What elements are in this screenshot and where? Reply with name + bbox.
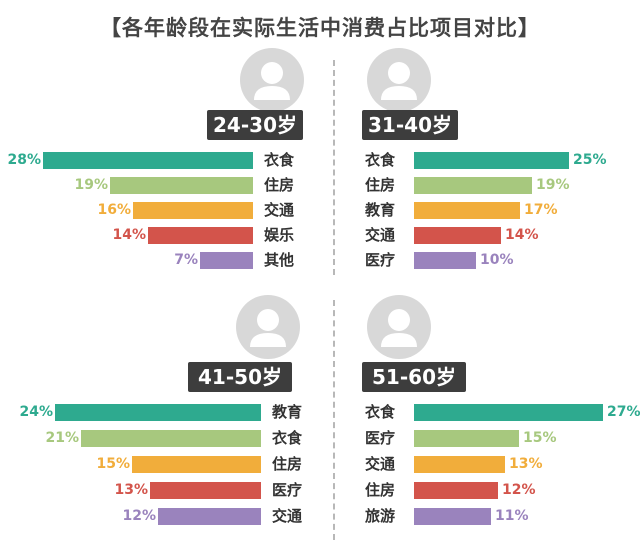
data-label: 15% xyxy=(523,430,557,446)
category-label: 衣食 xyxy=(365,403,396,421)
bar xyxy=(133,202,253,219)
category-label: 住房 xyxy=(365,176,396,194)
category-label: 医疗 xyxy=(365,251,396,269)
bar xyxy=(414,227,501,244)
data-label: 13% xyxy=(509,456,543,472)
category-label: 住房 xyxy=(272,455,303,473)
data-label: 27% xyxy=(607,404,640,420)
data-label: 28% xyxy=(7,152,41,168)
data-label: 19% xyxy=(74,177,108,193)
data-label: 13% xyxy=(114,482,148,498)
bar xyxy=(414,202,520,219)
age-group-label: 31-40岁 xyxy=(362,110,458,140)
bar xyxy=(414,482,498,499)
data-label: 14% xyxy=(505,227,539,243)
category-label: 旅游 xyxy=(365,507,396,525)
data-label: 12% xyxy=(122,508,156,524)
data-label: 17% xyxy=(524,202,558,218)
data-label: 25% xyxy=(573,152,607,168)
data-label: 16% xyxy=(97,202,131,218)
data-label: 14% xyxy=(112,227,146,243)
category-label: 衣食 xyxy=(264,151,295,169)
category-label: 医疗 xyxy=(272,481,303,499)
data-label: 10% xyxy=(480,252,514,268)
bar xyxy=(200,252,253,269)
avatar-icon xyxy=(236,295,300,359)
data-label: 24% xyxy=(19,404,53,420)
category-label: 住房 xyxy=(365,481,396,499)
bar xyxy=(158,508,261,525)
category-label: 衣食 xyxy=(272,429,303,447)
divider-top xyxy=(333,60,335,275)
bar xyxy=(414,404,603,421)
data-label: 21% xyxy=(45,430,79,446)
category-label: 交通 xyxy=(365,455,396,473)
category-label: 教育 xyxy=(365,201,396,219)
bar xyxy=(55,404,261,421)
age-group-label: 51-60岁 xyxy=(362,362,466,392)
bar xyxy=(414,252,476,269)
bar xyxy=(43,152,253,169)
bar xyxy=(414,508,491,525)
category-label: 教育 xyxy=(272,403,303,421)
category-label: 交通 xyxy=(264,201,295,219)
age-group-label: 24-30岁 xyxy=(207,110,303,140)
category-label: 交通 xyxy=(365,226,396,244)
category-label: 医疗 xyxy=(365,429,396,447)
bar xyxy=(132,456,261,473)
data-label: 7% xyxy=(174,252,198,268)
avatar-icon xyxy=(240,48,304,112)
category-label: 衣食 xyxy=(365,151,396,169)
bar xyxy=(150,482,261,499)
avatar-icon xyxy=(367,48,431,112)
age-group-label: 41-50岁 xyxy=(188,362,292,392)
bar xyxy=(414,430,519,447)
data-label: 12% xyxy=(502,482,536,498)
data-label: 11% xyxy=(495,508,529,524)
bar xyxy=(414,152,569,169)
chart-title: 【各年龄段在实际生活中消费占比项目对比】 xyxy=(100,16,540,40)
divider-bottom xyxy=(333,300,335,540)
bar xyxy=(414,456,505,473)
category-label: 住房 xyxy=(264,176,295,194)
bar xyxy=(148,227,253,244)
bar xyxy=(81,430,261,447)
category-label: 交通 xyxy=(272,507,303,525)
bar xyxy=(414,177,532,194)
avatar-icon xyxy=(367,295,431,359)
category-label: 其他 xyxy=(264,251,295,269)
data-label: 19% xyxy=(536,177,570,193)
data-label: 15% xyxy=(96,456,130,472)
category-label: 娱乐 xyxy=(264,226,295,244)
bar xyxy=(110,177,253,194)
